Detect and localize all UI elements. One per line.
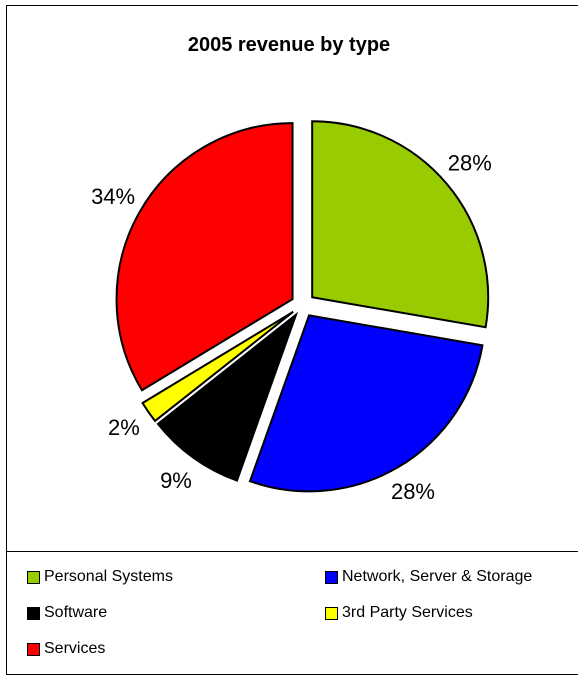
chart-title: 2005 revenue by type bbox=[187, 34, 391, 56]
legend-item-3rd-party-services: 3rd Party Services bbox=[325, 604, 473, 622]
pie-slice-third-party-services bbox=[141, 310, 294, 423]
legend-swatch bbox=[27, 642, 40, 656]
legend-item-services: Services bbox=[27, 640, 105, 658]
legend-item-personal-systems: Personal Systems bbox=[27, 568, 173, 586]
legend-label: Network, Server & Storage bbox=[342, 568, 533, 585]
pie-slice-software bbox=[156, 311, 299, 482]
slice-label-software: 9% bbox=[160, 468, 192, 493]
legend-label: Software bbox=[44, 604, 108, 621]
legend-label: 3rd Party Services bbox=[342, 604, 473, 621]
legend-divider bbox=[6, 551, 578, 552]
pie-slice-network-server-storage bbox=[248, 314, 484, 493]
slice-label-network-server-storage: 28% bbox=[391, 479, 435, 504]
pie-slice-personal-systems bbox=[311, 120, 490, 329]
legend-swatch bbox=[325, 606, 338, 620]
pie-slice-services bbox=[115, 122, 294, 392]
legend-swatch bbox=[27, 606, 40, 620]
legend-swatch bbox=[325, 570, 338, 584]
slice-label-services: 34% bbox=[91, 184, 135, 209]
legend-item-software: Software bbox=[27, 604, 107, 622]
legend-label: Services bbox=[44, 640, 106, 657]
chart-frame bbox=[6, 5, 578, 675]
slice-label-third-party-services: 2% bbox=[108, 415, 140, 440]
legend-swatch bbox=[27, 570, 40, 584]
slice-label-personal-systems: 28% bbox=[448, 150, 492, 175]
legend-label: Personal Systems bbox=[44, 568, 173, 585]
legend-item-network-server-storage: Network, Server & Storage bbox=[325, 568, 532, 586]
